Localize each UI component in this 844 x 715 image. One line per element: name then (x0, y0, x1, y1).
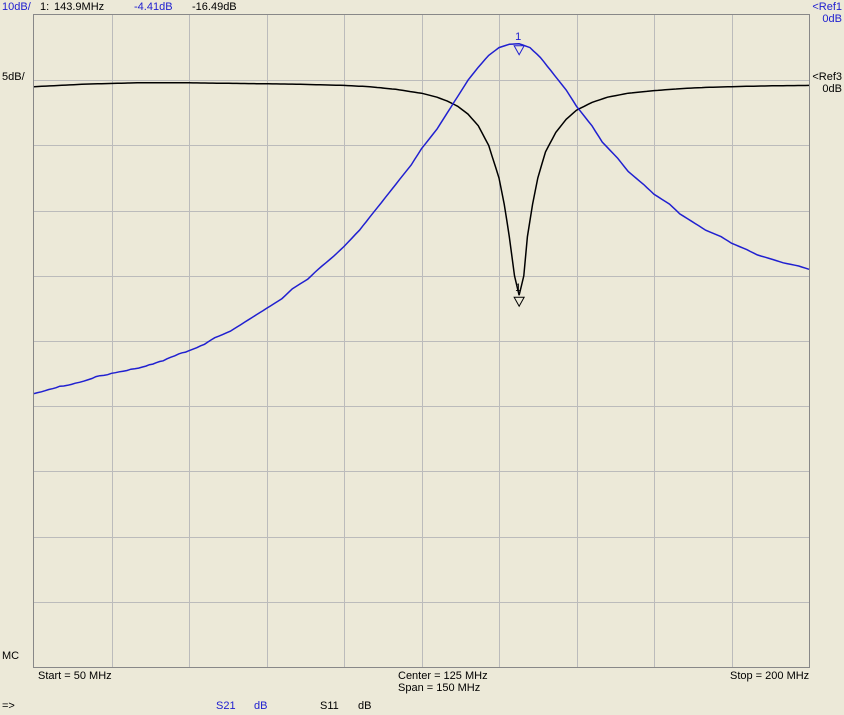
span-freq: Span = 150 MHz (398, 682, 480, 694)
legend-s11-unit: dB (358, 700, 371, 712)
legend-s21: S21 (216, 700, 236, 712)
marker-s21-number: 1 (515, 31, 521, 43)
trace-svg (34, 15, 809, 667)
scale-s21-label: 10dB/ (2, 1, 31, 13)
marker-freq: 143.9MHz (54, 1, 104, 13)
ref1-label: <Ref1 (812, 1, 842, 13)
legend-s11: S11 (320, 700, 339, 712)
legend-s21-unit: dB (254, 700, 267, 712)
ref1-value: 0dB (822, 13, 842, 25)
start-freq: Start = 50 MHz (38, 670, 112, 682)
marker-index-prefix: 1: (40, 1, 49, 13)
arrow-label: => (2, 700, 15, 712)
ref3-label: <Ref3 (812, 71, 842, 83)
marker-s11-number: 1 (515, 282, 521, 294)
mc-label: MC (2, 650, 19, 662)
center-freq: Center = 125 MHz (398, 670, 488, 682)
trace-s11 (34, 83, 809, 295)
marker-s21-triangle-icon (514, 46, 524, 55)
trace-s21 (34, 44, 809, 394)
marker-s11-value: -16.49dB (192, 1, 237, 13)
ref3-value: 0dB (822, 83, 842, 95)
marker-s21-value: -4.41dB (134, 1, 173, 13)
stop-freq: Stop = 200 MHz (730, 670, 809, 682)
marker-s11-triangle-icon (514, 297, 524, 306)
plot-area (33, 14, 810, 668)
scale-s11-label: 5dB/ (2, 71, 25, 83)
